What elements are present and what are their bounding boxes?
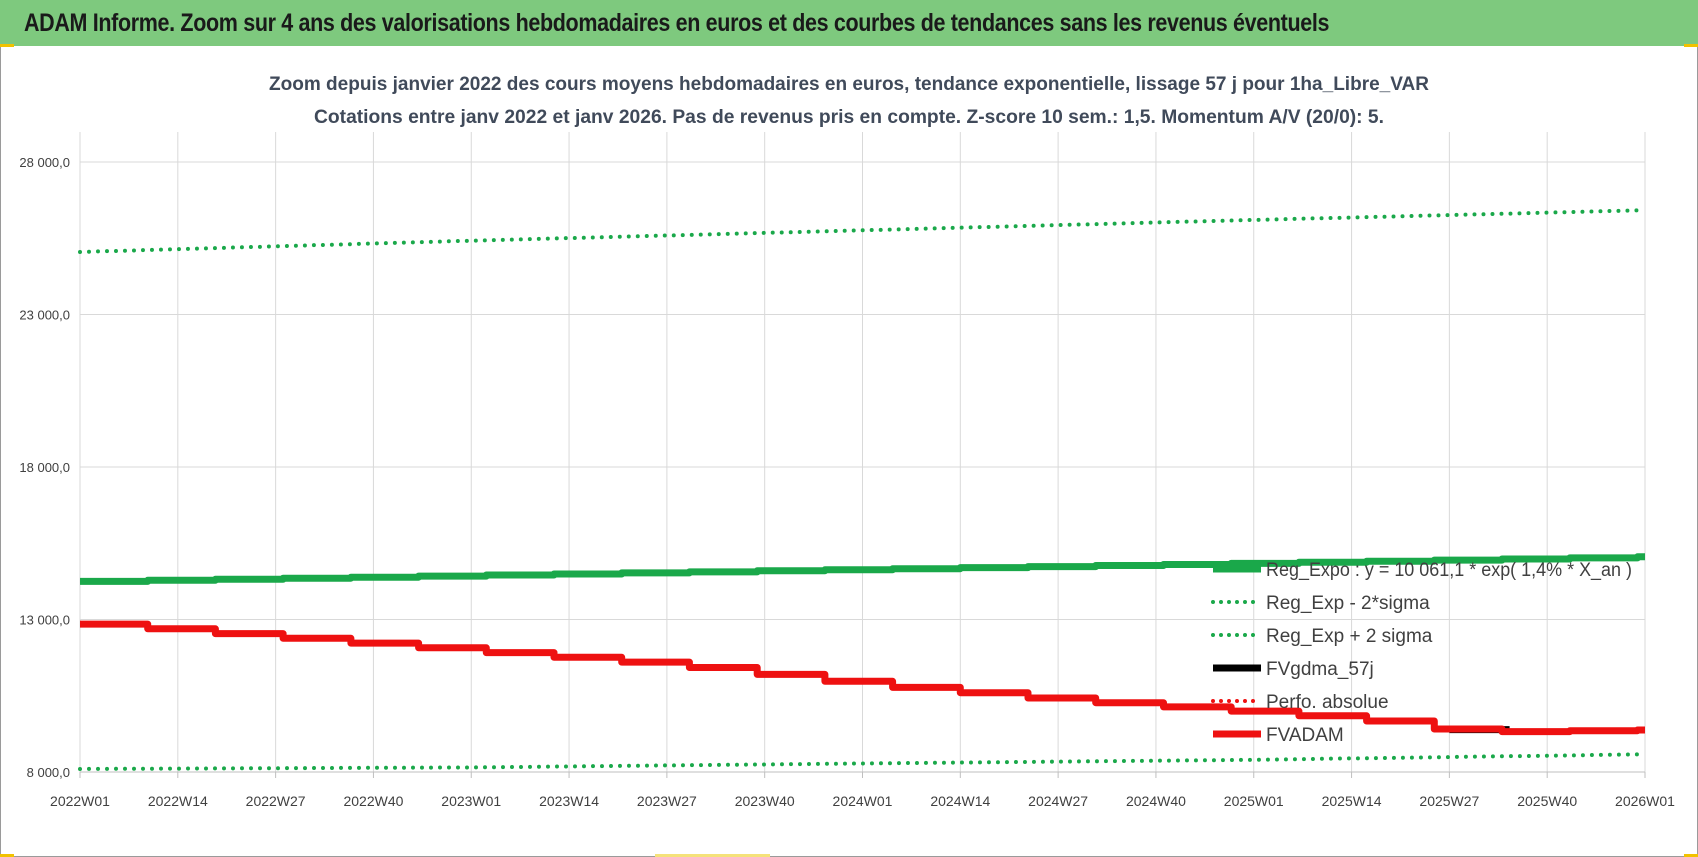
corner-accent	[1684, 854, 1698, 857]
grid	[79, 132, 1646, 773]
legend-label: Reg_Exp + 2 sigma	[1266, 626, 1433, 647]
legend-label: Perfo. absolue	[1266, 692, 1389, 713]
x-tick-label: 2024W27	[1028, 793, 1088, 809]
x-tick-label: 2024W01	[833, 793, 893, 809]
x-tick-label: 2025W27	[1419, 793, 1479, 809]
x-tick-label: 2023W14	[539, 793, 599, 809]
y-tick-label: 28 000,0	[19, 155, 70, 170]
x-tick-label: 2025W01	[1224, 793, 1284, 809]
chart-subtitle: Cotations entre janv 2022 et janv 2026. …	[314, 107, 1384, 128]
x-tick-label: 2022W40	[343, 793, 403, 809]
series-line-1	[80, 553, 1645, 585]
series-line-2	[78, 752, 1647, 771]
y-tick-label: 13 000,0	[19, 613, 70, 628]
x-tick-label: 2022W27	[246, 793, 306, 809]
legend-label: FVgdma_57j	[1266, 659, 1374, 680]
banner-title: ADAM Informe. Zoom sur 4 ans des valoris…	[24, 8, 1330, 37]
legend: Reg_Expo : y = 10 061,1 * exp( 1,4% * X_…	[1211, 560, 1632, 746]
y-axis: 8 000,0 13 000,0 18 000,0 23 000,0 28 000,0	[19, 155, 70, 780]
x-tick-label: 2024W40	[1126, 793, 1186, 809]
y-tick-label: 23 000,0	[19, 308, 70, 323]
x-tick-label: 2026W01	[1615, 793, 1675, 809]
x-tick-label: 2024W14	[930, 793, 990, 809]
series-line-6	[80, 620, 1645, 736]
corner-accent	[655, 854, 770, 857]
legend-label: FVADAM	[1266, 725, 1344, 746]
x-tick-label: 2025W14	[1322, 793, 1382, 809]
x-tick-label: 2022W01	[50, 793, 110, 809]
x-tick-label: 2022W14	[148, 793, 208, 809]
legend-label: Reg_Exp - 2*sigma	[1266, 593, 1430, 614]
corner-accent	[0, 854, 14, 857]
y-tick-label: 8 000,0	[27, 765, 70, 780]
corner-accent	[0, 44, 14, 47]
corner-accent	[1684, 44, 1698, 47]
series-layer	[78, 208, 1647, 771]
x-tick-label: 2023W01	[441, 793, 501, 809]
x-tick-label: 2023W40	[735, 793, 795, 809]
series-line-3	[78, 208, 1647, 254]
x-tick-label: 2023W27	[637, 793, 697, 809]
banner: ADAM Informe. Zoom sur 4 ans des valoris…	[0, 0, 1698, 46]
chart-title: Zoom depuis janvier 2022 des cours moyen…	[269, 74, 1429, 95]
x-tick-label: 2025W40	[1517, 793, 1577, 809]
x-axis: 2022W01 2022W14 2022W27 2022W40 2023W01 2023W…	[50, 771, 1675, 809]
y-tick-label: 18 000,0	[19, 460, 70, 475]
legend-label: Reg_Expo : y = 10 061,1 * exp( 1,4% * X_…	[1266, 560, 1632, 581]
